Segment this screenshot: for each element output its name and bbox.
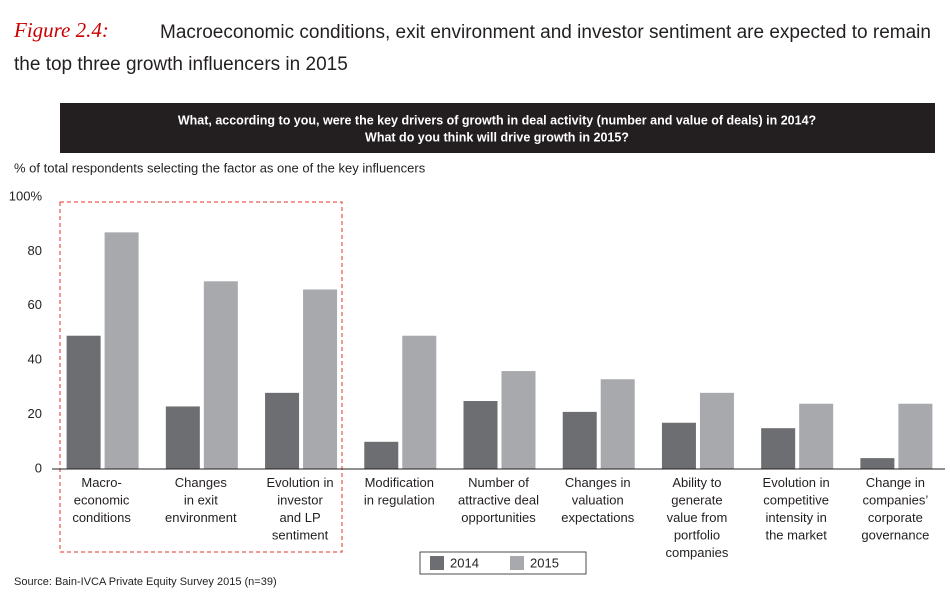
x-tick-label-line: the market	[765, 528, 827, 543]
bar	[402, 335, 437, 469]
bar	[799, 403, 834, 469]
x-tick-label-line: valuation	[572, 493, 624, 508]
x-tick-label-line: Number of	[468, 475, 529, 490]
legend-box	[419, 551, 587, 575]
y-tick-label: 60	[28, 297, 42, 312]
bar	[562, 411, 597, 469]
y-tick-label: 20	[28, 406, 42, 421]
x-tick-label-line: corporate	[868, 510, 923, 525]
y-tick-label: 80	[28, 243, 42, 258]
x-tick-label-line: opportunities	[461, 510, 536, 525]
x-tick-label-line: sentiment	[272, 528, 329, 543]
y-tick-label: 40	[28, 352, 42, 367]
x-tick-label-line: Ability to	[672, 475, 721, 490]
y-tick-label: 100%	[9, 188, 43, 203]
x-tick-label-line: governance	[861, 528, 929, 543]
x-tick-label: Macro-economic conditions	[72, 475, 131, 525]
x-tick-label-line: companies’	[863, 493, 929, 508]
chart-title: Macroeconomic conditions, exit environme…	[160, 22, 931, 43]
x-tick-label: Modification in regulation	[364, 475, 435, 508]
x-tick-label-line: attractive deal	[458, 493, 539, 508]
question: What, according to you, were the key dri…	[178, 113, 816, 127]
x-tick-label: Evolution in investor and LP sentiment	[266, 475, 333, 543]
bar	[104, 232, 139, 469]
y-tick-label: 0	[35, 460, 42, 475]
bar	[600, 379, 635, 469]
x-tick-label-line: intensity in	[765, 510, 826, 525]
x-tick-label-line: Evolution in	[266, 475, 333, 490]
legend-swatch	[430, 556, 444, 570]
x-tick-label-line: Changes in	[565, 475, 631, 490]
x-tick-label-line: Changes	[175, 475, 228, 490]
bar	[699, 392, 734, 469]
bar	[364, 441, 399, 469]
bar	[265, 392, 300, 469]
x-tick-label-line: economic	[74, 493, 130, 508]
bar	[165, 406, 200, 469]
bar	[761, 428, 796, 469]
x-tick-label-line: value from	[667, 510, 728, 525]
x-tick-label-line: Macro-	[81, 475, 121, 490]
x-tick-label-line: Modification	[365, 475, 434, 490]
question-banner	[60, 103, 935, 153]
x-tick-label-line: in exit	[184, 493, 218, 508]
x-tick-label-line: companies	[666, 545, 729, 560]
y-axis-label: % of total respondents selecting the fac…	[14, 160, 426, 175]
question: What do you think will drive growth in 2…	[365, 130, 629, 144]
chart-title: the top three growth influencers in 2015	[14, 54, 348, 75]
x-tick-label-line: expectations	[561, 510, 634, 525]
legend-label: 2015	[530, 555, 559, 570]
bar	[661, 422, 696, 469]
x-tick-label-line: Change in	[866, 475, 925, 490]
highlight-box	[59, 201, 343, 553]
bar	[303, 289, 338, 469]
x-tick-label-line: and LP	[279, 510, 320, 525]
x-tick-label-line: competitive	[763, 493, 829, 508]
x-tick-label-line: environment	[165, 510, 237, 525]
x-tick-label-line: conditions	[72, 510, 131, 525]
bar	[860, 458, 895, 469]
x-tick-label-line: in regulation	[364, 493, 435, 508]
bar	[501, 371, 536, 469]
x-tick-label: Ability to generate value from portfolio com…	[666, 475, 729, 560]
bar	[463, 401, 498, 469]
x-tick-label-line: Evolution in	[763, 475, 830, 490]
source: Source: Bain-IVCA Private Equity Survey …	[14, 576, 277, 588]
legend-swatch	[510, 556, 524, 570]
figure-label: Figure 2.4:	[13, 18, 109, 42]
x-tick-label: Number of attractive deal opportunities	[458, 475, 539, 525]
x-tick-label-line: investor	[277, 493, 323, 508]
bar	[66, 335, 101, 469]
x-tick-label: Change in companies’ corporate governance	[861, 475, 929, 543]
bar	[203, 281, 238, 469]
legend-label: 2014	[450, 555, 479, 570]
x-tick-label: Changes in valuation expectations	[561, 475, 634, 525]
bar	[898, 403, 933, 469]
x-tick-label: Evolution in competitive intensity in the m…	[763, 475, 830, 543]
x-tick-label-line: portfolio	[674, 528, 720, 543]
x-tick-label-line: generate	[671, 493, 722, 508]
x-tick-label: Changes in exit environment	[165, 475, 237, 525]
